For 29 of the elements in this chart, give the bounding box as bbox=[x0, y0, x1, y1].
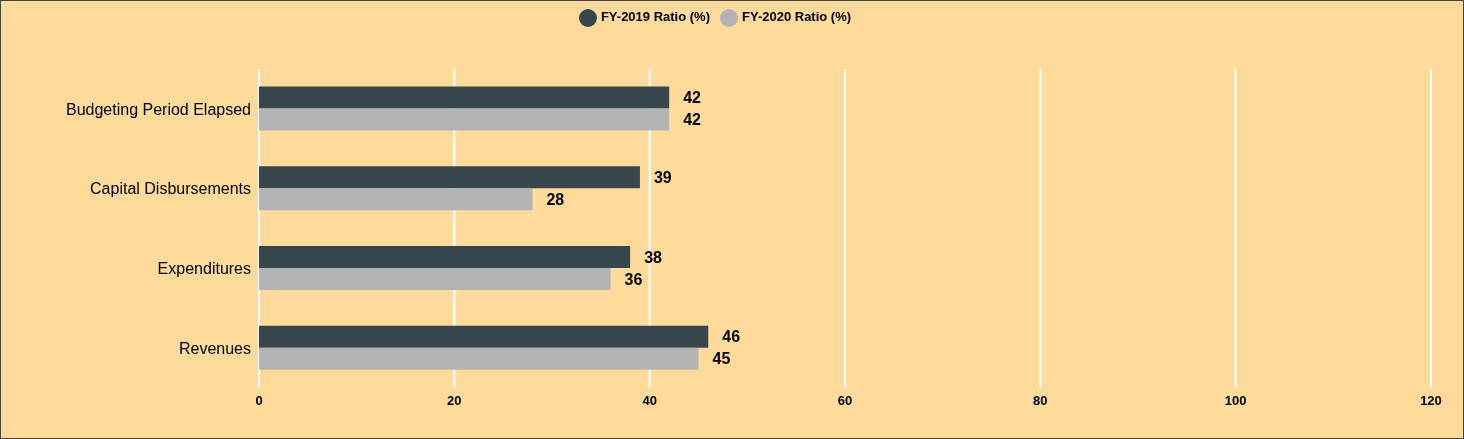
x-tick-label: 100 bbox=[1224, 393, 1247, 409]
bar bbox=[259, 166, 640, 189]
x-tick-label: 80 bbox=[1033, 393, 1048, 409]
data-label: 42 bbox=[683, 89, 702, 107]
x-tick-label: 120 bbox=[1420, 393, 1442, 409]
x-tick-label: 0 bbox=[255, 393, 263, 409]
y-tick-label: Revenues bbox=[178, 339, 251, 357]
data-label: 39 bbox=[653, 168, 672, 186]
bar bbox=[259, 246, 631, 269]
data-label: 38 bbox=[644, 248, 663, 266]
bar bbox=[259, 268, 611, 291]
data-label: 28 bbox=[546, 190, 565, 208]
data-label: 45 bbox=[712, 350, 731, 368]
legend-label: FY-2020 Ratio (%) bbox=[742, 9, 852, 25]
legend-label: FY-2019 Ratio (%) bbox=[600, 9, 710, 25]
bar bbox=[259, 347, 699, 370]
y-tick-label: Budgeting Period Elapsed bbox=[65, 100, 251, 118]
bar bbox=[259, 325, 709, 348]
x-tick-label: 40 bbox=[642, 393, 657, 409]
bar bbox=[259, 188, 533, 211]
data-label: 36 bbox=[624, 270, 643, 288]
bar bbox=[259, 108, 670, 131]
bar bbox=[259, 86, 670, 109]
y-tick-label: Expenditures bbox=[157, 260, 251, 278]
y-tick-label: Capital Disbursements bbox=[90, 180, 251, 198]
data-label: 42 bbox=[683, 111, 702, 129]
x-tick-label: 20 bbox=[447, 393, 462, 409]
data-label: 46 bbox=[722, 328, 741, 346]
x-tick-label: 60 bbox=[837, 393, 853, 409]
